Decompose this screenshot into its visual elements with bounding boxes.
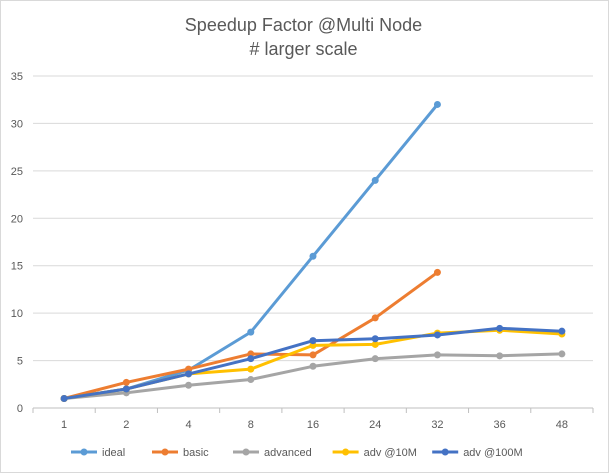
x-tick-label: 8 — [248, 419, 254, 431]
legend-item: ideal — [71, 447, 125, 459]
data-point — [185, 381, 193, 389]
data-point — [433, 100, 441, 108]
legend-label: adv @100M — [463, 447, 522, 459]
y-tick-label: 15 — [11, 261, 23, 273]
chart-title: Speedup Factor @Multi Node — [184, 15, 423, 35]
legend: ideal basic advanced adv @10M adv @100M — [71, 447, 523, 459]
x-tick-label: 1 — [61, 419, 67, 431]
x-tick-label: 36 — [494, 419, 506, 431]
data-point — [558, 327, 566, 335]
data-point — [496, 324, 504, 332]
data-point — [371, 314, 379, 322]
x-tick-label: 16 — [307, 419, 319, 431]
legend-label: adv @10M — [364, 447, 417, 459]
y-tick-label: 20 — [11, 213, 23, 225]
gridlines — [33, 75, 593, 409]
legend-swatch-marker — [242, 448, 250, 456]
legend-swatch-marker — [342, 448, 350, 456]
legend-item: adv @100M — [432, 447, 523, 459]
legend-item: advanced — [233, 447, 312, 459]
data-point — [122, 385, 130, 393]
data-point — [60, 395, 68, 403]
data-point — [496, 352, 504, 360]
y-tick-label: 10 — [11, 308, 23, 320]
legend-item: adv @10M — [332, 447, 417, 459]
x-tick-label: 24 — [369, 419, 381, 431]
data-point — [309, 351, 317, 359]
x-tick-label: 4 — [185, 419, 191, 431]
data-point — [247, 355, 255, 363]
data-point — [371, 355, 379, 363]
data-point — [247, 376, 255, 384]
data-point — [185, 370, 193, 378]
legend-label: basic — [183, 447, 209, 459]
legend-swatch-marker — [441, 448, 449, 456]
y-tick-label: 0 — [17, 403, 23, 415]
legend-item: basic — [152, 447, 209, 459]
x-axis: 1 2 4 8 16 24 32 36 48 — [32, 408, 594, 431]
data-point — [433, 331, 441, 339]
data-point — [371, 340, 379, 348]
data-point — [371, 176, 379, 184]
data-point — [309, 337, 317, 345]
data-point — [433, 351, 441, 359]
y-tick-label: 25 — [11, 166, 23, 178]
legend-swatch-marker — [161, 448, 169, 456]
series-advanced — [60, 350, 566, 403]
y-axis: 0 5 10 15 20 25 30 35 — [11, 71, 23, 415]
y-tick-label: 5 — [17, 356, 23, 368]
x-tick-label: 2 — [123, 419, 129, 431]
data-point — [371, 335, 379, 343]
legend-label: advanced — [264, 447, 312, 459]
x-tick-label: 32 — [431, 419, 443, 431]
data-point — [558, 350, 566, 358]
series-layer — [60, 100, 566, 403]
data-point — [122, 378, 130, 386]
data-point — [433, 268, 441, 276]
x-tick-label: 48 — [556, 419, 568, 431]
y-tick-label: 30 — [11, 118, 23, 130]
data-point — [247, 365, 255, 373]
data-point — [309, 362, 317, 370]
legend-swatch-marker — [80, 448, 88, 456]
chart-subtitle: # larger scale — [249, 39, 358, 59]
y-tick-label: 35 — [11, 71, 23, 83]
series-adv-100m — [60, 324, 566, 403]
data-point — [247, 328, 255, 336]
legend-label: ideal — [102, 447, 125, 459]
data-point — [309, 252, 317, 260]
